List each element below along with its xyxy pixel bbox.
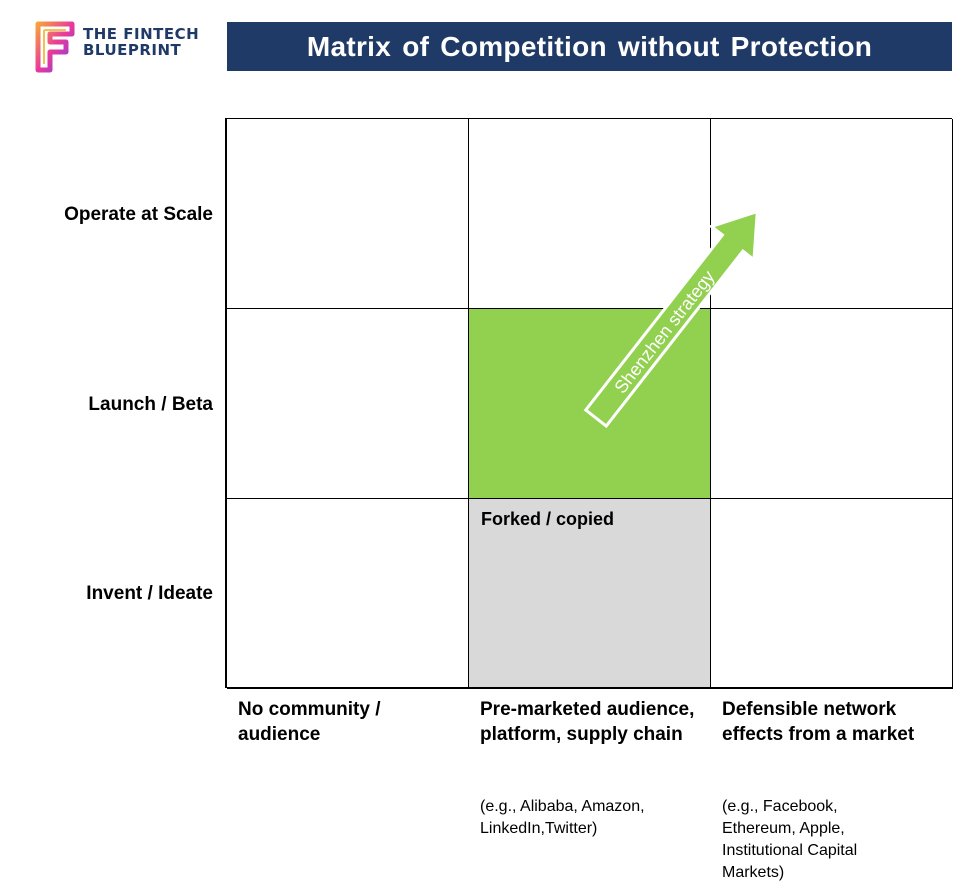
cell-scale-no-community — [227, 119, 469, 309]
col-label-network-effects: Defensible network effects from a market — [722, 699, 915, 745]
cell-scale-pre-marketed — [469, 119, 711, 309]
fintech-blueprint-logo-icon — [35, 21, 75, 73]
row-label-operate-at-scale: Operate at Scale — [64, 204, 213, 225]
forked-copied-label: Forked / copied — [481, 509, 615, 529]
cell-launch-network-effects — [711, 309, 953, 499]
matrix-grid: Forked / copied — [225, 118, 953, 689]
cell-launch-pre-marketed — [469, 309, 711, 499]
row-label-invent-ideate: Invent / Ideate — [86, 583, 213, 604]
cell-invent-pre-marketed: Forked / copied — [469, 499, 711, 689]
logo-line-1: THE FINTECH — [83, 25, 200, 43]
row-label-launch-beta: Launch / Beta — [88, 394, 213, 415]
cell-scale-network-effects — [711, 119, 953, 309]
cell-invent-network-effects — [711, 499, 953, 689]
logo: THE FINTECH BLUEPRINT — [30, 16, 220, 76]
logo-line-2: BLUEPRINT — [83, 41, 182, 59]
example-network-effects: (e.g., Facebook, Ethereum, Apple, Instit… — [722, 798, 858, 881]
cell-launch-no-community — [227, 309, 469, 499]
col-label-pre-marketed: Pre-marketed audience, platform, supply … — [480, 699, 695, 745]
example-pre-marketed: (e.g., Alibaba, Amazon, LinkedIn,Twitter… — [480, 798, 645, 837]
page-title: Matrix of Competition without Protection — [306, 30, 873, 62]
cell-invent-no-community — [227, 499, 469, 689]
title-bar: Matrix of Competition without Protection — [227, 22, 952, 71]
col-label-no-community: No community / audience — [238, 699, 381, 745]
